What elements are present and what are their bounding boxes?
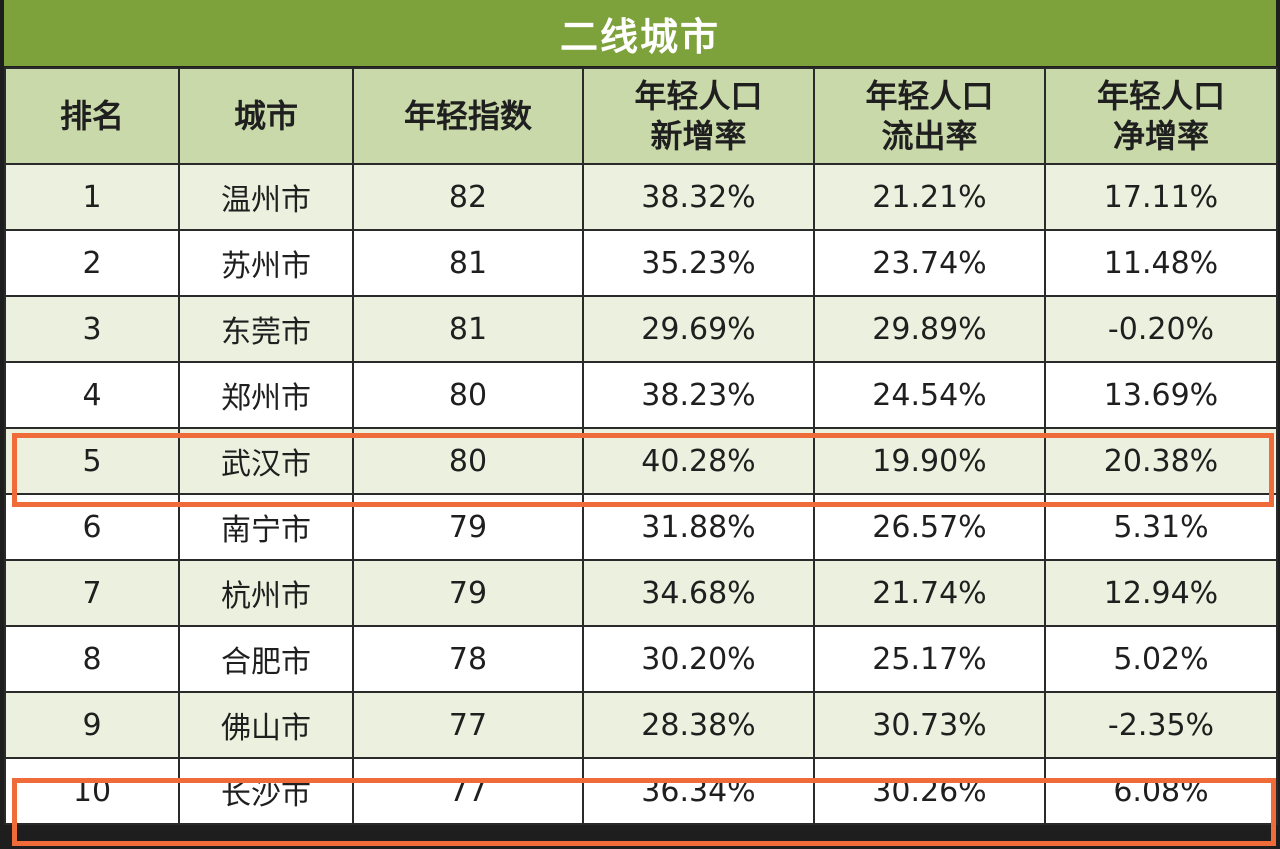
cell-net-rate: 13.69% — [1044, 361, 1278, 429]
cell-city: 武汉市 — [178, 427, 354, 495]
ranking-table: 排名 城市 年轻指数 年轻人口 新增率 年轻人口 流出率 年轻人口 净增率 1 温州市… — [4, 67, 1278, 825]
cell-rank: 6 — [4, 493, 180, 561]
cell-rank: 1 — [4, 163, 180, 231]
cell-new-rate: 40.28% — [582, 427, 815, 495]
cell-new-rate: 31.88% — [582, 493, 815, 561]
cell-outflow-rate: 30.26% — [813, 757, 1046, 825]
cell-index: 79 — [352, 559, 584, 627]
header-youth-new-rate: 年轻人口 新增率 — [582, 67, 815, 165]
cell-rank: 2 — [4, 229, 180, 297]
cell-new-rate: 36.34% — [582, 757, 815, 825]
cell-index: 77 — [352, 691, 584, 759]
cell-city: 佛山市 — [178, 691, 354, 759]
header-row: 排名 城市 年轻指数 年轻人口 新增率 年轻人口 流出率 年轻人口 净增率 — [4, 67, 1278, 165]
header-youth-net-rate: 年轻人口 净增率 — [1044, 67, 1278, 165]
cell-index: 79 — [352, 493, 584, 561]
cell-rank: 4 — [4, 361, 180, 429]
cell-city: 长沙市 — [178, 757, 354, 825]
header-youth-index: 年轻指数 — [352, 67, 584, 165]
table-row: 3 东莞市 81 29.69% 29.89% -0.20% — [4, 295, 1278, 363]
table-row: 9 佛山市 77 28.38% 30.73% -2.35% — [4, 691, 1278, 759]
cell-rank: 3 — [4, 295, 180, 363]
cell-outflow-rate: 25.17% — [813, 625, 1046, 693]
cell-new-rate: 38.32% — [582, 163, 815, 231]
table-row: 7 杭州市 79 34.68% 21.74% 12.94% — [4, 559, 1278, 627]
header-youth-outflow-rate: 年轻人口 流出率 — [813, 67, 1046, 165]
table-row: 4 郑州市 80 38.23% 24.54% 13.69% — [4, 361, 1278, 429]
cell-index: 77 — [352, 757, 584, 825]
cell-rank: 9 — [4, 691, 180, 759]
cell-rank: 8 — [4, 625, 180, 693]
cell-net-rate: 12.94% — [1044, 559, 1278, 627]
cell-net-rate: 6.08% — [1044, 757, 1278, 825]
cell-outflow-rate: 26.57% — [813, 493, 1046, 561]
cell-outflow-rate: 30.73% — [813, 691, 1046, 759]
cell-net-rate: 11.48% — [1044, 229, 1278, 297]
cell-net-rate: 5.31% — [1044, 493, 1278, 561]
cell-index: 81 — [352, 295, 584, 363]
cell-city: 东莞市 — [178, 295, 354, 363]
cell-new-rate: 30.20% — [582, 625, 815, 693]
cell-city: 南宁市 — [178, 493, 354, 561]
cell-index: 80 — [352, 361, 584, 429]
table-title: 二线城市 — [4, 0, 1276, 66]
table-row: 6 南宁市 79 31.88% 26.57% 5.31% — [4, 493, 1278, 561]
table-row: 5 武汉市 80 40.28% 19.90% 20.38% — [4, 427, 1278, 495]
cell-index: 81 — [352, 229, 584, 297]
cell-index: 82 — [352, 163, 584, 231]
cell-new-rate: 34.68% — [582, 559, 815, 627]
cell-outflow-rate: 24.54% — [813, 361, 1046, 429]
cell-city: 合肥市 — [178, 625, 354, 693]
cell-net-rate: -2.35% — [1044, 691, 1278, 759]
cell-net-rate: 20.38% — [1044, 427, 1278, 495]
cell-net-rate: 17.11% — [1044, 163, 1278, 231]
cell-rank: 10 — [4, 757, 180, 825]
cell-new-rate: 28.38% — [582, 691, 815, 759]
table-row: 8 合肥市 78 30.20% 25.17% 5.02% — [4, 625, 1278, 693]
cell-city: 杭州市 — [178, 559, 354, 627]
cell-index: 80 — [352, 427, 584, 495]
table-row: 2 苏州市 81 35.23% 23.74% 11.48% — [4, 229, 1278, 297]
cell-outflow-rate: 21.21% — [813, 163, 1046, 231]
cell-outflow-rate: 23.74% — [813, 229, 1046, 297]
cell-rank: 7 — [4, 559, 180, 627]
cell-outflow-rate: 21.74% — [813, 559, 1046, 627]
cell-city: 温州市 — [178, 163, 354, 231]
cell-city: 苏州市 — [178, 229, 354, 297]
cell-new-rate: 35.23% — [582, 229, 815, 297]
cell-net-rate: -0.20% — [1044, 295, 1278, 363]
table-row: 1 温州市 82 38.32% 21.21% 17.11% — [4, 163, 1278, 231]
table-row: 10 长沙市 77 36.34% 30.26% 6.08% — [4, 757, 1278, 825]
cell-new-rate: 29.69% — [582, 295, 815, 363]
header-rank: 排名 — [4, 67, 180, 165]
cell-index: 78 — [352, 625, 584, 693]
cell-net-rate: 5.02% — [1044, 625, 1278, 693]
cell-city: 郑州市 — [178, 361, 354, 429]
cell-outflow-rate: 29.89% — [813, 295, 1046, 363]
cell-rank: 5 — [4, 427, 180, 495]
cell-outflow-rate: 19.90% — [813, 427, 1046, 495]
cell-new-rate: 38.23% — [582, 361, 815, 429]
header-city: 城市 — [178, 67, 354, 165]
